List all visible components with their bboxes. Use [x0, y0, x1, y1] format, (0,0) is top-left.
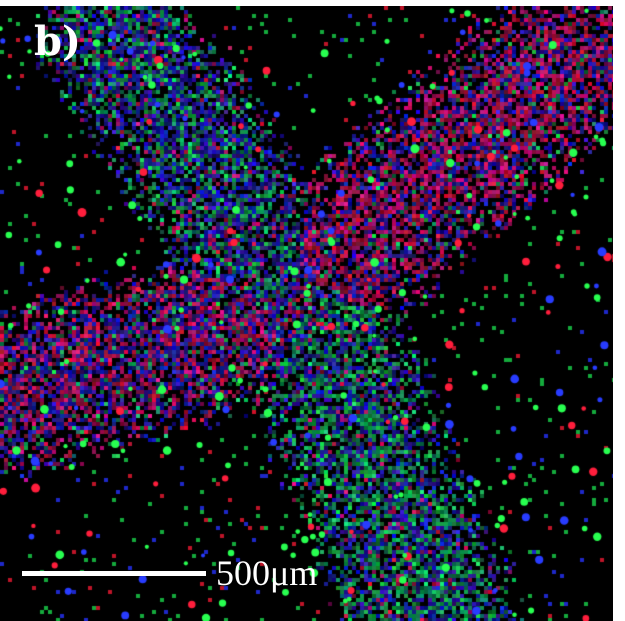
frame-top-border — [0, 0, 625, 6]
scale-bar — [22, 571, 206, 576]
frame-right-border — [613, 0, 625, 621]
scale-bar-label: 500μm — [216, 553, 318, 593]
panel-label: b) — [34, 18, 81, 65]
fluorescence-micrograph — [0, 6, 613, 621]
